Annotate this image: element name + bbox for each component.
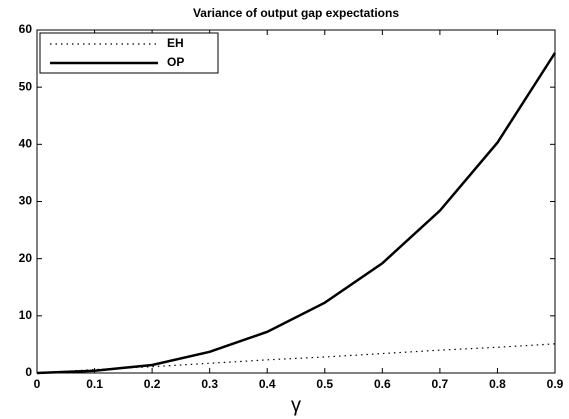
- chart-title: Variance of output gap expectations: [193, 6, 399, 20]
- x-tick-label: 0.1: [86, 377, 103, 391]
- y-tick-label: 50: [19, 79, 33, 93]
- y-tick-label: 10: [19, 308, 33, 322]
- x-tick-label: 0.3: [201, 377, 218, 391]
- legend-label: OP: [167, 55, 184, 69]
- y-tick-label: 20: [19, 251, 33, 265]
- y-tick-label: 0: [25, 365, 32, 379]
- x-tick-label: 0.9: [547, 377, 564, 391]
- x-axis-label: γ: [291, 394, 301, 416]
- x-tick-label: 0.2: [144, 377, 161, 391]
- x-tick-label: 0.6: [374, 377, 391, 391]
- x-tick-label: 0.8: [489, 377, 506, 391]
- y-tick-label: 40: [19, 137, 33, 151]
- y-tick-label: 60: [19, 22, 33, 36]
- legend-box: [39, 32, 219, 74]
- y-tick-label: 30: [19, 194, 33, 208]
- x-tick-label: 0.7: [432, 377, 449, 391]
- line-series: [36, 52, 557, 375]
- line-series: [36, 343, 556, 374]
- x-tick-label: 0: [34, 377, 41, 391]
- plot-area: [36, 29, 556, 374]
- x-tick-label: 0.4: [259, 377, 276, 391]
- legend-label: EH: [167, 36, 184, 50]
- x-tick-label: 0.5: [316, 377, 333, 391]
